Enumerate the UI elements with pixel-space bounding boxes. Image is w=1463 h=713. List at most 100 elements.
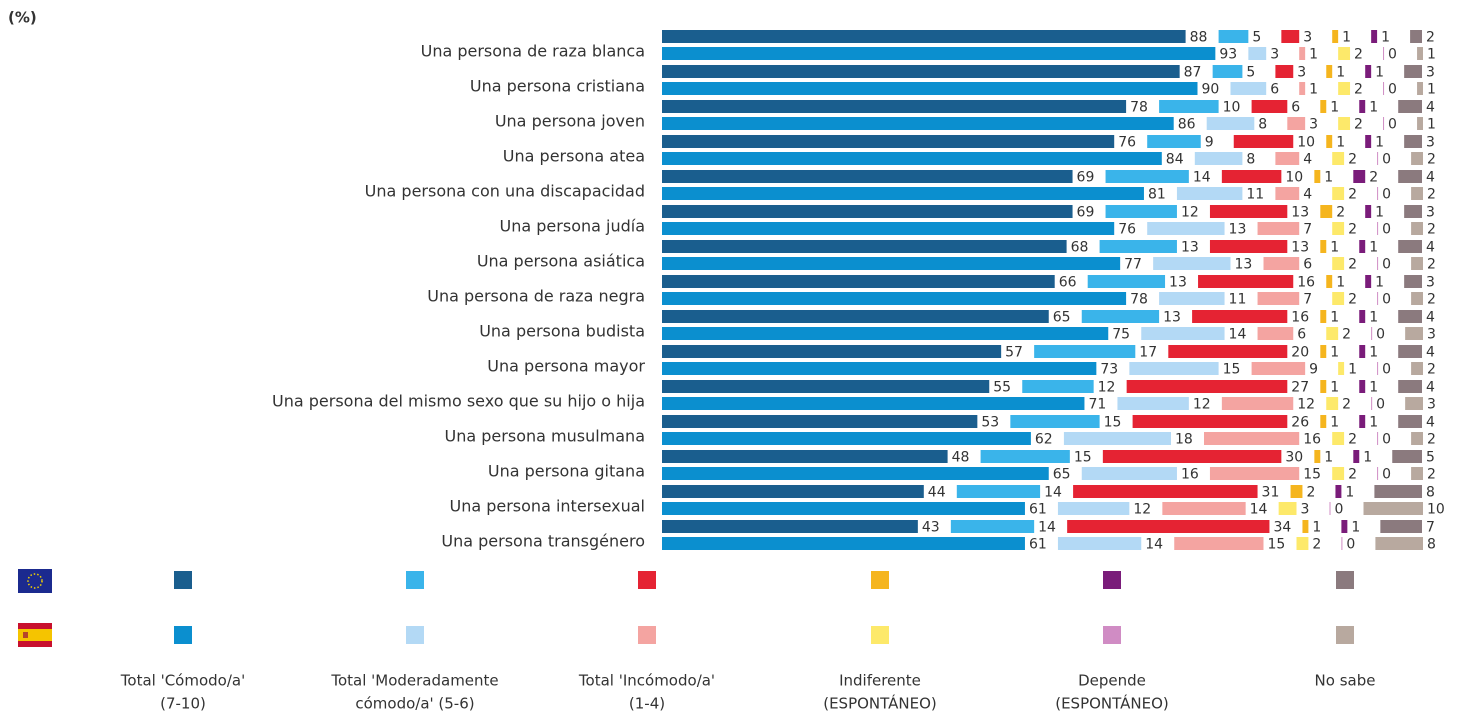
bar-segment <box>1377 222 1379 235</box>
value-label: 0 <box>1376 327 1385 343</box>
bar-segment <box>1332 467 1345 480</box>
legend-swatch <box>1336 626 1354 644</box>
bar-segment <box>662 65 1180 78</box>
bar-segment <box>1153 257 1231 270</box>
value-label: 34 <box>1273 520 1291 536</box>
legend-swatch <box>638 571 656 589</box>
legend-swatch <box>871 626 889 644</box>
value-label: 16 <box>1297 275 1315 291</box>
bar-segment <box>1371 30 1378 43</box>
chart-title: (%) <box>8 9 37 27</box>
value-label: 43 <box>922 520 940 536</box>
bar-segment <box>1353 170 1366 183</box>
bar-segment <box>662 345 1002 358</box>
bar-segment <box>1022 380 1094 393</box>
bar-segment <box>662 415 978 428</box>
value-label: 76 <box>1118 222 1136 238</box>
bar-segment <box>662 450 948 463</box>
legend-label: Total 'Cómodo/a' <box>120 672 245 690</box>
value-label: 12 <box>1098 380 1116 396</box>
value-label: 0 <box>1382 152 1391 168</box>
bar-segment <box>1206 117 1255 130</box>
bar-segment <box>1198 275 1294 288</box>
bar-segment <box>1377 362 1379 375</box>
bar-segment <box>1332 222 1345 235</box>
value-label: 77 <box>1124 257 1142 273</box>
value-label: 2 <box>1427 292 1436 308</box>
value-label: 3 <box>1297 65 1306 81</box>
bar-segment <box>1398 240 1422 253</box>
value-label: 0 <box>1388 47 1397 63</box>
value-label: 4 <box>1426 380 1435 396</box>
bar-segment <box>956 485 1041 498</box>
value-label: 2 <box>1354 117 1363 133</box>
bar-segment <box>1087 275 1166 288</box>
bar-segment <box>662 485 924 498</box>
value-label: 1 <box>1375 275 1384 291</box>
legend-label: Depende <box>1078 672 1146 690</box>
value-label: 1 <box>1369 310 1378 326</box>
value-label: 1 <box>1375 135 1384 151</box>
value-label: 3 <box>1270 47 1279 63</box>
value-label: 4 <box>1303 187 1312 203</box>
value-label: 9 <box>1309 362 1318 378</box>
bar-segment <box>1314 450 1321 463</box>
bar-segment <box>1209 240 1288 253</box>
bar-segment <box>662 222 1115 235</box>
value-label: 7 <box>1303 292 1312 308</box>
value-label: 13 <box>1291 240 1309 256</box>
bar-segment <box>1341 520 1348 533</box>
bar-segment <box>1359 100 1366 113</box>
value-label: 8 <box>1426 485 1435 501</box>
value-label: 6 <box>1303 257 1312 273</box>
value-label: 12 <box>1193 397 1211 413</box>
bar-segment <box>1326 397 1339 410</box>
value-label: 3 <box>1303 30 1312 46</box>
bar-segment <box>662 292 1127 305</box>
value-label: 0 <box>1382 292 1391 308</box>
legend-swatch <box>1336 571 1354 589</box>
category-label: Una persona de raza blanca <box>421 42 645 61</box>
value-label: 1 <box>1345 485 1354 501</box>
bar-segment <box>1405 327 1423 340</box>
value-label: 2 <box>1348 467 1357 483</box>
value-label: 16 <box>1291 310 1309 326</box>
bar-segment <box>1326 135 1333 148</box>
value-label: 6 <box>1270 82 1279 98</box>
value-label: 14 <box>1038 520 1056 536</box>
bar-segment <box>1338 362 1345 375</box>
value-label: 65 <box>1053 310 1071 326</box>
value-label: 4 <box>1426 170 1435 186</box>
bar-segment <box>1314 170 1321 183</box>
bar-segment <box>1326 275 1333 288</box>
bar-segment <box>1326 65 1333 78</box>
value-label: 12 <box>1297 397 1315 413</box>
category-label: Una persona gitana <box>488 462 645 481</box>
value-label: 2 <box>1369 170 1378 186</box>
bar-segment <box>1417 82 1423 95</box>
bar-segment <box>1411 187 1423 200</box>
bar-segment <box>1257 292 1300 305</box>
value-label: 6 <box>1297 327 1306 343</box>
es-flag <box>18 623 52 647</box>
bar-segment <box>1398 100 1422 113</box>
bar-segment <box>1392 450 1422 463</box>
value-label: 66 <box>1059 275 1077 291</box>
value-label: 14 <box>1250 502 1268 518</box>
bar-segment <box>1377 152 1379 165</box>
bar-segment <box>1332 292 1345 305</box>
bar-segment <box>1117 397 1189 410</box>
legend-label: Total 'Incómodo/a' <box>578 672 715 690</box>
value-label: 8 <box>1258 117 1267 133</box>
bar-segment <box>1221 397 1294 410</box>
value-label: 2 <box>1348 152 1357 168</box>
bar-segment <box>1374 485 1422 498</box>
bar-segment <box>1380 520 1422 533</box>
bar-segment <box>1377 467 1379 480</box>
value-label: 68 <box>1071 240 1089 256</box>
value-label: 1 <box>1369 415 1378 431</box>
value-label: 9 <box>1205 135 1214 151</box>
value-label: 2 <box>1354 82 1363 98</box>
value-label: 1 <box>1369 240 1378 256</box>
value-label: 2 <box>1427 432 1436 448</box>
